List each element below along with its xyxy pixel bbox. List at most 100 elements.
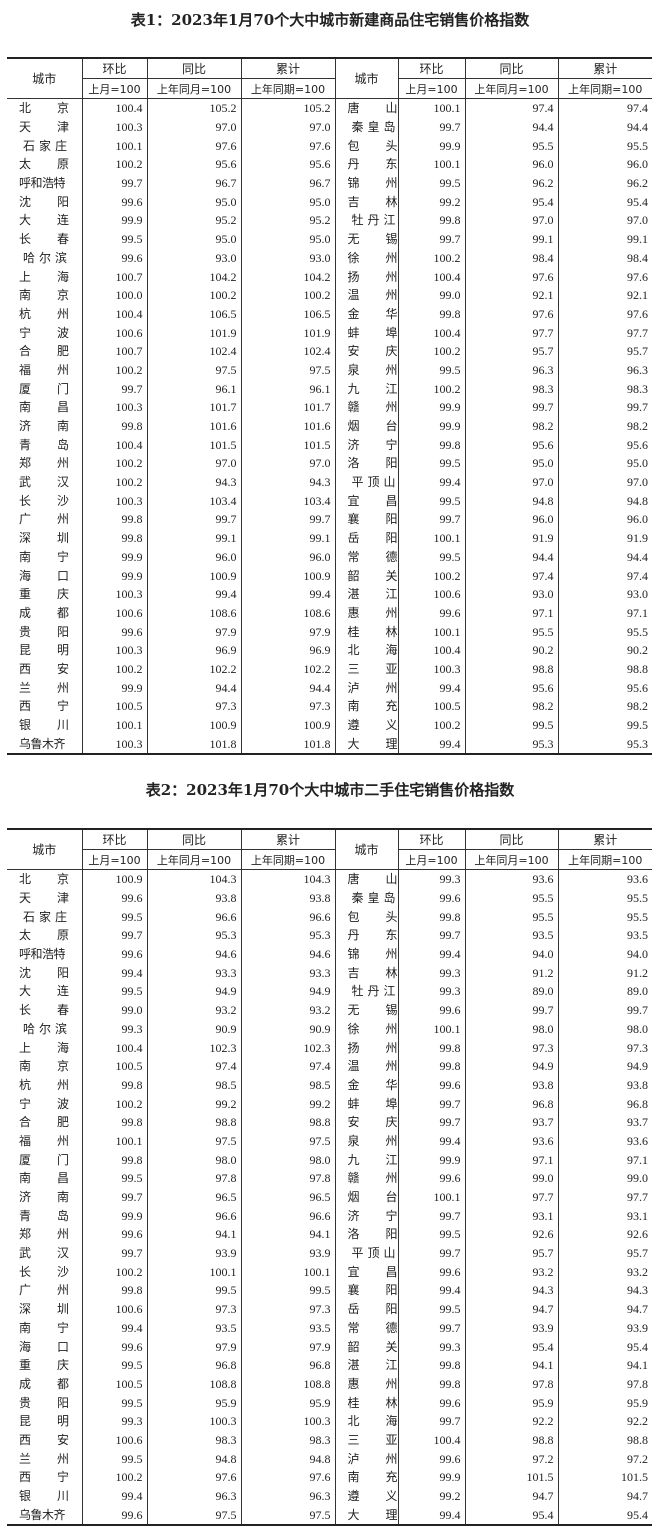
yoy-index: 95.5: [464, 136, 559, 156]
city-name: 牡丹江: [334, 211, 399, 230]
yoy-index: 99.7: [464, 1000, 559, 1020]
city-name: 贵阳: [7, 622, 83, 641]
header-yoy: 同比: [146, 828, 242, 850]
table-row: 石家庄 99.5 96.6 96.6 包头 99.8 95.5 95.5: [7, 907, 652, 927]
city-name-text: 洛阳: [347, 1227, 398, 1242]
city-name-text: 平顶山: [351, 475, 396, 490]
yoy-index: 98.8: [464, 1430, 559, 1450]
mom-index: 100.1: [81, 1131, 148, 1151]
city-name-text: 岳阳: [347, 531, 398, 546]
city-name: 北京: [7, 98, 83, 118]
city-name-text: 重庆: [19, 587, 69, 602]
city-name-text: 重庆: [19, 1358, 69, 1373]
mom-index: 99.4: [397, 472, 466, 492]
city-name-text: 吉林: [347, 965, 398, 980]
mom-index: 99.8: [397, 435, 466, 455]
cumulative-index: 98.4: [557, 248, 652, 268]
yoy-index: 98.2: [464, 697, 559, 716]
cumulative-index: 94.6: [240, 944, 336, 964]
yoy-index: 96.8: [146, 1355, 242, 1375]
yoy-index: 97.6: [146, 136, 242, 156]
city-name-text: 襄阳: [347, 1283, 398, 1298]
cumulative-index: 96.1: [240, 379, 336, 398]
city-name: 重庆: [7, 584, 83, 604]
mom-index: 99.6: [81, 944, 148, 964]
yoy-index: 106.5: [146, 304, 242, 324]
yoy-index: 108.8: [146, 1374, 242, 1394]
city-name-text: 青岛: [19, 437, 69, 452]
table-row: 宁波 100.2 99.2 99.2 蚌埠 99.7 96.8 96.8: [7, 1094, 652, 1113]
mom-index: 99.7: [397, 117, 466, 137]
city-name: 扬州: [334, 1038, 399, 1057]
mom-index: 99.8: [81, 528, 148, 548]
cumulative-index: 90.2: [557, 640, 652, 660]
table-row: 哈尔滨 99.3 90.9 90.9 徐州 100.1 98.0 98.0: [7, 1019, 652, 1039]
city-name-text: 南宁: [19, 1320, 69, 1335]
mom-index: 99.9: [81, 547, 148, 567]
yoy-index: 93.2: [146, 1000, 242, 1020]
mom-index: 99.8: [397, 1374, 466, 1394]
table-row: 广州 99.8 99.7 99.7 襄阳 99.7 96.0 96.0: [7, 510, 652, 529]
mom-index: 99.8: [397, 211, 466, 230]
cumulative-index: 93.3: [240, 963, 336, 983]
city-name-text: 贵阳: [19, 624, 69, 639]
cumulative-index: 95.6: [240, 155, 336, 174]
mom-index: 100.1: [81, 136, 148, 156]
yoy-index: 99.1: [464, 229, 559, 249]
city-name-text: 九江: [347, 1152, 398, 1167]
table-row: 贵阳 99.6 97.9 97.9 桂林 100.1 95.5 95.5: [7, 622, 652, 641]
city-name: 南宁: [7, 1318, 83, 1338]
yoy-index: 99.7: [464, 398, 559, 417]
city-name: 福州: [7, 360, 83, 380]
mom-index: 99.7: [81, 926, 148, 945]
cumulative-index: 93.1: [557, 1206, 652, 1226]
city-name: 烟台: [334, 416, 399, 436]
mom-index: 100.4: [397, 267, 466, 286]
cumulative-index: 99.7: [240, 510, 336, 529]
yoy-index: 97.6: [464, 267, 559, 286]
mom-index: 99.4: [397, 1131, 466, 1151]
mom-index: 99.9: [81, 566, 148, 585]
city-name: 温州: [334, 285, 399, 305]
city-name: 兰州: [7, 678, 83, 697]
city-name-text: 包头: [347, 909, 398, 924]
mom-index: 99.8: [397, 1355, 466, 1375]
city-name: 济宁: [334, 435, 399, 455]
city-name: 徐州: [334, 1019, 399, 1039]
mom-index: 99.5: [397, 360, 466, 380]
cumulative-index: 96.3: [240, 1486, 336, 1506]
table-row: 成都 100.6 108.6 108.6 惠州 99.6 97.1 97.1: [7, 603, 652, 623]
city-name: 宁波: [7, 1094, 83, 1113]
cumulative-index: 96.0: [240, 547, 336, 567]
city-name-text: 秦皇岛: [351, 891, 396, 906]
cumulative-index: 95.5: [557, 622, 652, 641]
city-name: 南充: [334, 1468, 399, 1487]
city-name-text: 天津: [19, 891, 69, 906]
yoy-index: 102.4: [146, 341, 242, 361]
city-name: 泉州: [334, 360, 399, 380]
city-name: 广州: [7, 510, 83, 529]
mom-index: 99.4: [397, 1505, 466, 1527]
yoy-index: 98.2: [464, 416, 559, 436]
new-housing-price-table: 城市 环比 同比 累计 城市 环比 同比 累计 上月=100 上年同月=100 …: [7, 57, 652, 756]
mom-index: 100.0: [81, 285, 148, 305]
table-row: 长春 99.0 93.2 93.2 无锡 99.6 99.7 99.7: [7, 1000, 652, 1020]
cumulative-index: 101.9: [240, 323, 336, 342]
cumulative-index: 96.6: [240, 907, 336, 927]
yoy-index: 96.3: [146, 1486, 242, 1506]
city-name: 洛阳: [334, 454, 399, 473]
cumulative-index: 102.4: [240, 341, 336, 361]
table2-title: 表2：2023年1月70个大中城市二手住宅销售价格指数: [145, 781, 515, 799]
city-name-text: 宜昌: [347, 1264, 398, 1279]
yoy-index: 95.4: [464, 192, 559, 212]
cumulative-index: 93.7: [557, 1112, 652, 1132]
city-name-text: 泸州: [347, 680, 398, 695]
city-name-text: 金华: [347, 1077, 398, 1092]
mom-index: 99.8: [81, 510, 148, 529]
cumulative-index: 93.5: [557, 926, 652, 945]
mom-index: 100.9: [81, 869, 148, 889]
table-row: 西安 100.2 102.2 102.2 三亚 100.3 98.8 98.8: [7, 659, 652, 679]
mom-index: 99.3: [397, 1337, 466, 1356]
mom-index: 99.6: [81, 1505, 148, 1527]
city-name: 惠州: [334, 1374, 399, 1394]
